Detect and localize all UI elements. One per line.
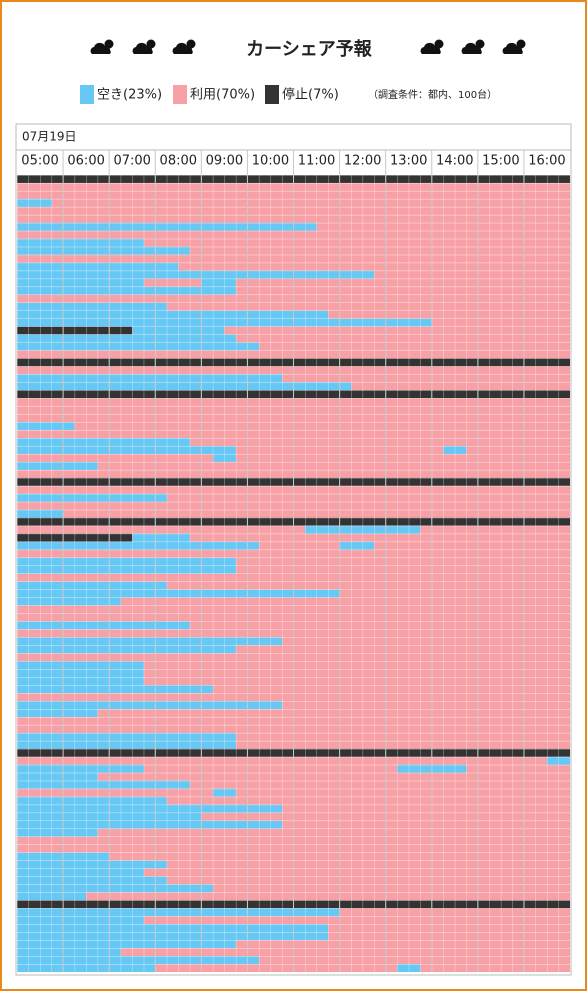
hour-label: 09:00 bbox=[206, 154, 243, 169]
hour-label: 06:00 bbox=[67, 154, 104, 169]
hour-label: 13:00 bbox=[390, 154, 427, 169]
legend-swatch bbox=[80, 85, 94, 104]
hour-label: 08:00 bbox=[160, 154, 197, 169]
hour-label: 10:00 bbox=[252, 154, 289, 169]
hour-label: 07:00 bbox=[113, 154, 150, 169]
title: カーシェア予報 bbox=[246, 38, 373, 60]
legend-label: 空き(23%) bbox=[97, 88, 162, 103]
date: 07月19日 bbox=[22, 130, 77, 144]
hour-label: 15:00 bbox=[482, 154, 519, 169]
hour-label: 05:00 bbox=[21, 154, 58, 169]
hour-label: 11:00 bbox=[298, 154, 335, 169]
note: （調査条件：都内、100台） bbox=[368, 88, 497, 101]
hour-label: 12:00 bbox=[344, 154, 381, 169]
legend-label: 利用(70%) bbox=[190, 88, 255, 103]
legend-swatch bbox=[265, 85, 279, 104]
legend-swatch bbox=[173, 85, 187, 104]
legend-label: 停止(7%) bbox=[282, 87, 339, 103]
hour-label: 16:00 bbox=[528, 154, 565, 169]
hour-label: 14:00 bbox=[436, 154, 473, 169]
